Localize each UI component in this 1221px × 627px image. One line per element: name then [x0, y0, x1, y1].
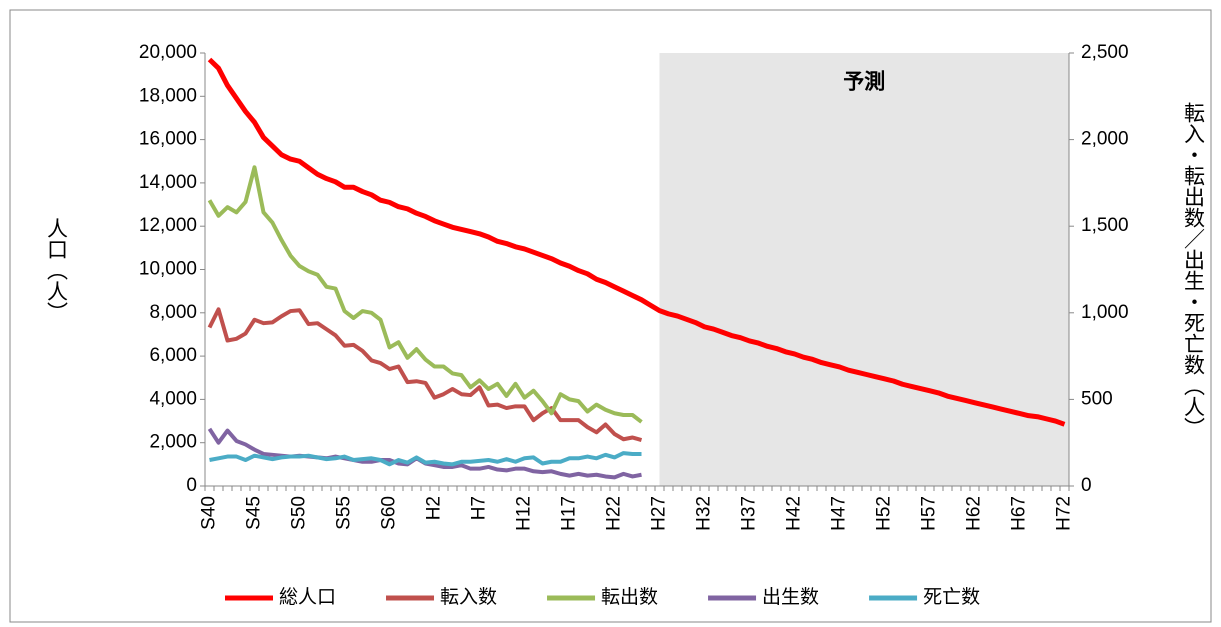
x-tick-label: S60	[379, 496, 400, 530]
legend-label: 総人口	[279, 586, 336, 608]
series-line	[209, 451, 642, 467]
series-line	[207, 57, 1066, 427]
x-tick-label: H67	[1009, 496, 1030, 531]
x-tick-label: H32	[694, 496, 715, 531]
x-tick-label: H22	[604, 496, 625, 531]
x-tick-label: H62	[964, 496, 985, 531]
legend-label: 転入数	[440, 586, 497, 608]
x-tick-label: H17	[559, 496, 580, 531]
y2-tick-label: 500	[1081, 388, 1113, 409]
y2-tick-label: 0	[1081, 475, 1092, 496]
forecast-region	[659, 53, 1069, 486]
y-tick-label: 18,000	[139, 85, 197, 106]
y-tick-label: 2,000	[149, 432, 197, 453]
y2-tick-label: 2,000	[1081, 129, 1129, 150]
y-tick-label: 8,000	[149, 302, 197, 323]
y-tick-label: 16,000	[139, 129, 197, 150]
legend-label: 出生数	[762, 586, 819, 608]
x-tick-label: H47	[829, 496, 850, 531]
y2-axis-title: 転入・転出数／出生・死亡数（人）	[1181, 102, 1205, 438]
series-line	[207, 165, 643, 424]
y-axis-title: 人口（人）	[44, 218, 68, 323]
legend-label: 死亡数	[923, 586, 980, 608]
y-tick-label: 0	[186, 475, 197, 496]
x-tick-label: S50	[289, 496, 310, 530]
y2-tick-label: 1,000	[1081, 302, 1129, 323]
forecast-label: 予測	[843, 71, 885, 94]
legend-label: 転出数	[601, 586, 658, 608]
y-tick-label: 14,000	[139, 172, 197, 193]
x-tick-label: H52	[874, 496, 895, 531]
y2-tick-label: 2,500	[1081, 42, 1129, 63]
x-tick-label: H37	[739, 496, 760, 531]
series-line	[207, 307, 643, 443]
x-tick-label: S45	[244, 496, 265, 530]
y-tick-label: 10,000	[139, 259, 197, 280]
x-tick-label: H12	[514, 496, 535, 531]
y-tick-label: 6,000	[149, 345, 197, 366]
x-tick-label: H42	[784, 496, 805, 531]
x-tick-label: H72	[1054, 496, 1075, 531]
x-tick-label: S40	[199, 496, 220, 530]
y-tick-label: 12,000	[139, 215, 197, 236]
y-tick-label: 20,000	[139, 42, 197, 63]
x-tick-label: S55	[334, 496, 355, 530]
x-tick-label: H27	[649, 496, 670, 531]
x-tick-label: H7	[469, 496, 490, 520]
x-tick-label: H2	[424, 496, 445, 520]
y-tick-label: 4,000	[149, 388, 197, 409]
x-tick-label: H57	[919, 496, 940, 531]
y2-tick-label: 1,500	[1081, 215, 1129, 236]
